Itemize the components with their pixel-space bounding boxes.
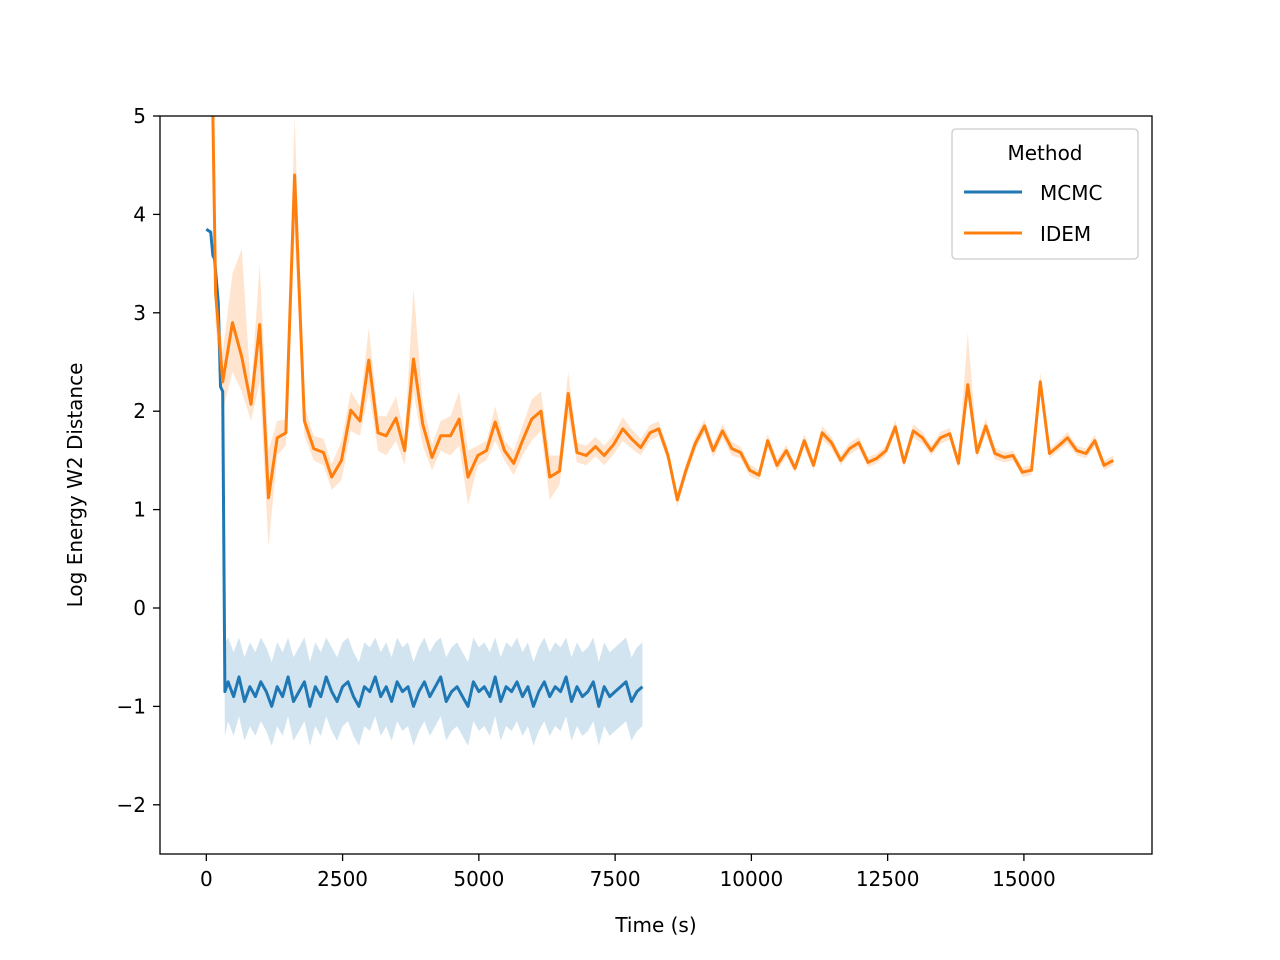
y-tick-label: 4 bbox=[133, 202, 146, 226]
band-idem bbox=[211, 116, 1114, 547]
y-tick-label: 0 bbox=[133, 596, 146, 620]
line-mcmc bbox=[205, 227, 644, 708]
confidence-bands bbox=[206, 116, 1114, 746]
y-tick-label: −2 bbox=[117, 793, 146, 817]
x-tick-label: 0 bbox=[200, 867, 213, 891]
x-tick-label: 2500 bbox=[317, 867, 368, 891]
y-tick-label: 1 bbox=[133, 498, 146, 522]
x-tick-label: 5000 bbox=[453, 867, 504, 891]
y-tick-label: −1 bbox=[117, 694, 146, 718]
legend-label-mcmc: MCMC bbox=[1040, 181, 1102, 205]
line-idem bbox=[211, 116, 1114, 502]
legend: Method MCMC IDEM bbox=[951, 128, 1139, 260]
y-axis: −2 −1 0 1 2 3 4 5 bbox=[117, 104, 160, 817]
legend-box bbox=[951, 128, 1139, 260]
y-tick-label: 2 bbox=[133, 399, 146, 423]
plot-frame bbox=[159, 115, 1153, 855]
x-tick-label: 12500 bbox=[856, 867, 920, 891]
series-lines bbox=[205, 116, 1114, 708]
y-tick-label: 3 bbox=[133, 301, 146, 325]
x-tick-label: 10000 bbox=[720, 867, 784, 891]
band-mcmc bbox=[206, 229, 643, 746]
x-tick-label: 7500 bbox=[590, 867, 641, 891]
y-tick-label: 5 bbox=[133, 104, 146, 128]
x-axis-title: Time (s) bbox=[614, 913, 696, 937]
legend-label-idem: IDEM bbox=[1040, 222, 1091, 246]
y-axis-title: Log Energy W2 Distance bbox=[63, 363, 87, 608]
x-axis: 0 2500 5000 7500 10000 12500 15000 bbox=[200, 854, 1056, 891]
legend-title: Method bbox=[1007, 141, 1082, 165]
x-tick-label: 15000 bbox=[992, 867, 1056, 891]
